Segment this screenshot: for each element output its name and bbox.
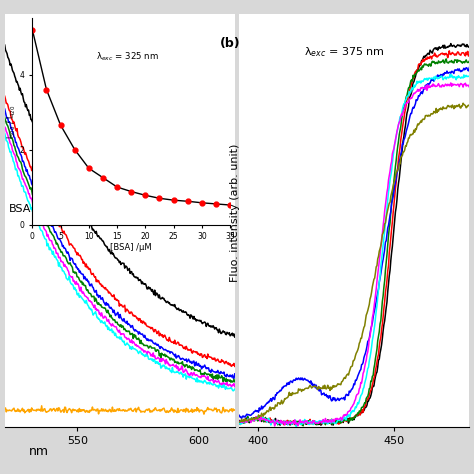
- Text: (b): (b): [219, 37, 240, 50]
- Text: nm: nm: [29, 446, 49, 458]
- Text: Fluo. intensity (arb. unit): Fluo. intensity (arb. unit): [229, 144, 240, 283]
- Text: λ$_{exc}$ = 375 nm: λ$_{exc}$ = 375 nm: [304, 46, 384, 59]
- Text: BSA: BSA: [9, 204, 32, 214]
